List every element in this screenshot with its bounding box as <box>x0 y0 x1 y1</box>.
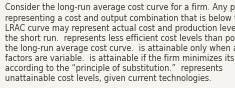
Text: according to the “principle of substitution.”  represents: according to the “principle of substitut… <box>5 64 222 73</box>
Text: the short run.  represents less efficient cost levels than points on: the short run. represents less efficient… <box>5 34 235 43</box>
Text: unattainable cost levels, given current technologies.: unattainable cost levels, given current … <box>5 74 211 84</box>
Text: the long-run average cost curve.  is attainable only when all: the long-run average cost curve. is atta… <box>5 44 235 53</box>
Text: Consider the long-run average cost curve for a firm. Any point: Consider the long-run average cost curve… <box>5 3 235 12</box>
Text: factors are variable.  is attainable if the firm minimizes its costs: factors are variable. is attainable if t… <box>5 54 235 63</box>
Text: LRAC curve may represent actual cost and production levels in: LRAC curve may represent actual cost and… <box>5 24 235 33</box>
Text: representing a cost and output combination that is below the: representing a cost and output combinati… <box>5 14 235 23</box>
